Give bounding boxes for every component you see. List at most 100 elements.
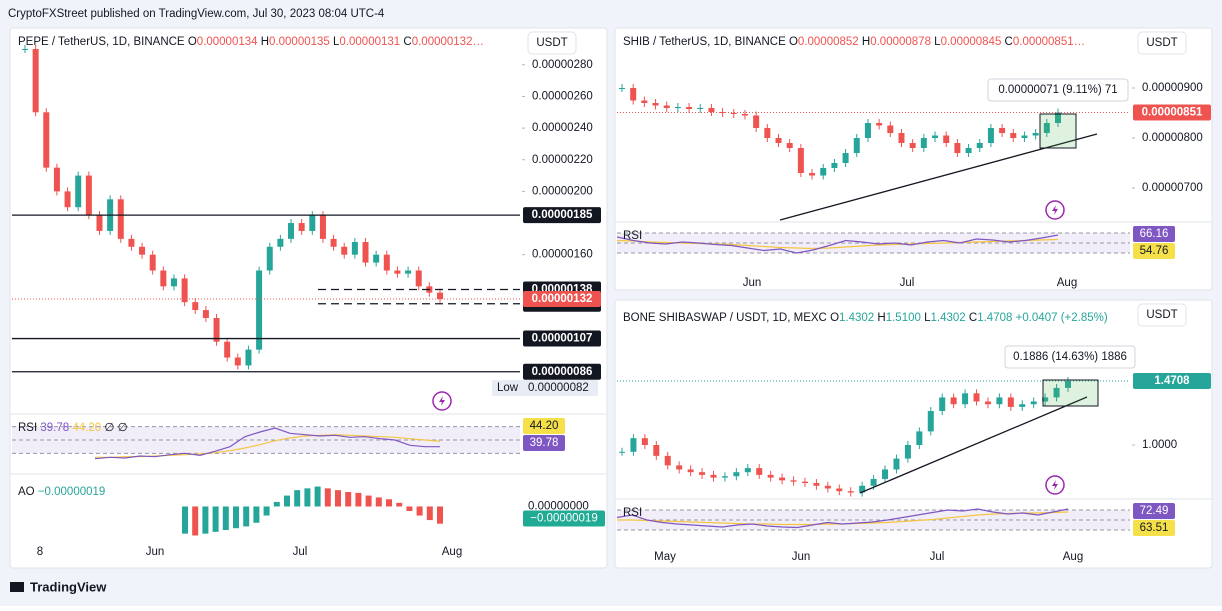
candle-body [864, 123, 871, 138]
candle-body [234, 357, 241, 366]
header-part: 1.4708 [977, 312, 1012, 324]
currency: USDT [536, 37, 567, 49]
rsi-scale-bg [1133, 520, 1175, 536]
candle-body [764, 128, 771, 138]
candle-body [1010, 133, 1017, 138]
candle-body [653, 444, 660, 456]
candle-body [775, 138, 782, 143]
candle-body [139, 246, 146, 255]
header-part: H [877, 312, 885, 324]
candle-body [224, 341, 231, 358]
candle-body [160, 270, 167, 287]
y-tick-label: 0.00000220 [532, 154, 593, 166]
candle-body [641, 438, 648, 445]
candle-body [767, 474, 774, 478]
candle-body [744, 468, 751, 473]
rsi-legend: RSI [623, 507, 642, 519]
ao-bar [314, 486, 321, 507]
candle-body [288, 223, 295, 239]
level-label: 0.00000086 [532, 366, 593, 378]
event-icon-bolt [439, 396, 445, 406]
last-price-label: 0.00000851 [1142, 107, 1203, 119]
header-part: +0.0407 (+2.85%) [1016, 312, 1108, 324]
candle-body [927, 411, 934, 432]
candle-body [181, 278, 188, 303]
ao-bar [182, 506, 188, 534]
event-icon-bolt [1052, 205, 1058, 215]
candle-body [779, 477, 786, 481]
candle-body [801, 481, 808, 484]
event-icon-bolt [1052, 480, 1058, 490]
header-part: 1.4302 [931, 312, 966, 324]
rsi-scale-label: 72.49 [1140, 505, 1169, 517]
candle-body [809, 173, 816, 176]
currency: USDT [1146, 309, 1177, 321]
candle-body [383, 254, 390, 271]
currency-button [1137, 31, 1187, 55]
candle-body [943, 135, 950, 143]
candle-body [1032, 133, 1039, 136]
header-part: H [862, 36, 870, 48]
candle-body [730, 113, 737, 114]
measure-label: 0.00000071 (9.11%) 71 [998, 84, 1117, 96]
rsi-title: RSI [623, 507, 642, 519]
candle-body [797, 148, 804, 173]
rsi-legend: RSI 39.78 44.20 ∅ ∅ [18, 422, 128, 434]
rsi-scale-bg [523, 435, 565, 451]
candle-body [973, 393, 980, 402]
rsi-values [616, 234, 1059, 254]
rsi-scale-label: 39.78 [530, 437, 559, 449]
measure-label-bg [987, 78, 1129, 102]
ao-scale-zero: 0.00000000 [528, 501, 589, 513]
candle-body [710, 474, 717, 478]
candle-body [256, 270, 263, 350]
candle-body [1030, 401, 1037, 405]
candle-body [676, 465, 683, 470]
candle-body [266, 246, 273, 271]
candle-body [652, 103, 659, 106]
x-tick-label: Jul [900, 277, 915, 289]
ao-bar [406, 506, 413, 511]
rsi-scale-label: 54.76 [1140, 245, 1169, 257]
header-part: O [789, 36, 798, 48]
y-tick-label: 0.00000240 [532, 122, 593, 134]
header-part: C [969, 312, 977, 324]
low-title: Low [497, 382, 519, 394]
ao-bar [202, 506, 209, 534]
candle-body [437, 292, 443, 299]
last-price-bg [1133, 373, 1211, 389]
rsi-values [616, 508, 1069, 529]
ao-bar [294, 490, 301, 507]
low-bg [492, 380, 598, 396]
x-tick-label: Jul [930, 551, 945, 563]
ao-bar [273, 501, 280, 507]
currency-button [527, 31, 577, 55]
header-part: O [188, 36, 197, 48]
ao-bar [416, 506, 423, 516]
candle-body [373, 254, 380, 263]
x-tick-label: Aug [1057, 277, 1077, 289]
level-label-bg [523, 363, 601, 380]
candle-body [999, 128, 1006, 133]
candle-body [962, 393, 969, 405]
ao-bar [437, 506, 443, 524]
ao-bar [335, 490, 341, 507]
candle-body [75, 175, 82, 208]
candle-body [813, 483, 820, 486]
candle-body [836, 488, 843, 492]
candle-body [853, 138, 860, 153]
candle-body [920, 138, 927, 148]
header-part: O [830, 312, 839, 324]
y-tick-label: 0.00000200 [532, 185, 593, 197]
candle-body [1021, 135, 1028, 138]
candle-body [415, 270, 422, 287]
level-label-bg [523, 330, 601, 347]
y-tick-label: 0.00000700 [1142, 182, 1203, 194]
candle-body [984, 401, 991, 405]
header-part: 0.00000134 [197, 36, 258, 48]
candle-body [53, 167, 60, 192]
candle-body [43, 112, 50, 168]
candle-body [996, 397, 1003, 405]
candle-body [887, 125, 894, 133]
